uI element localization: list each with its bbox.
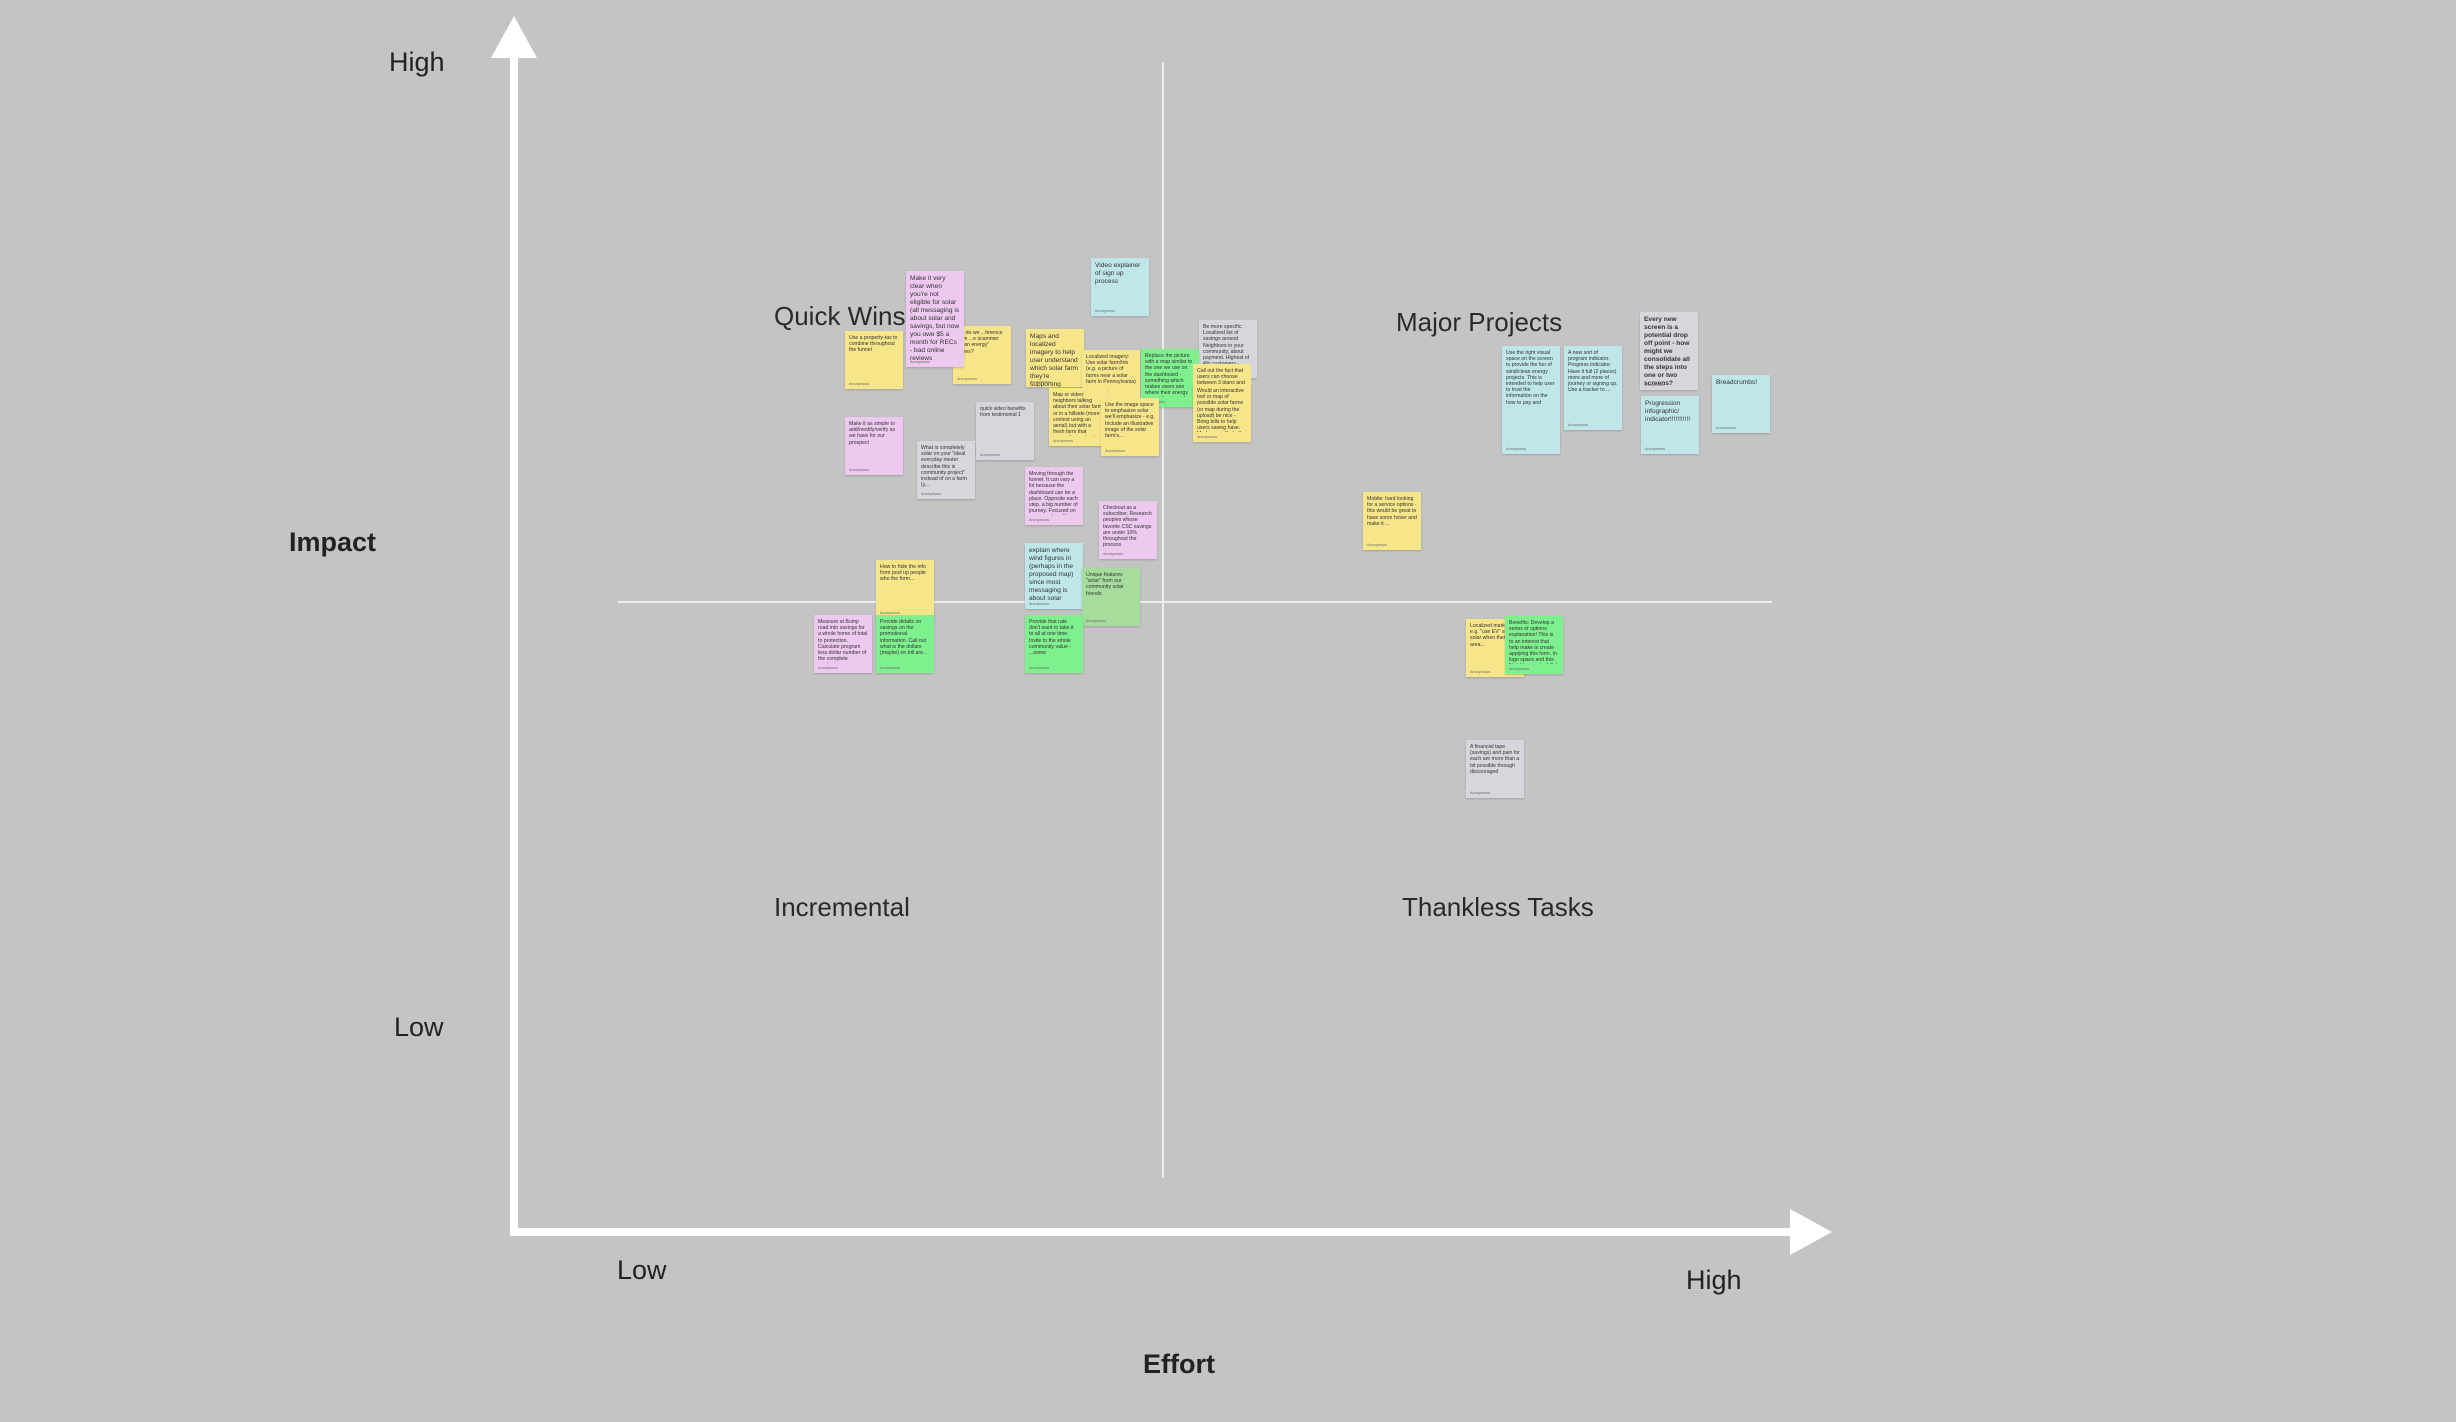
impact-low-label: Low xyxy=(394,1012,444,1042)
sticky-note[interactable]: Every new screen is a potential drop off… xyxy=(1640,312,1698,390)
quadrant-major-projects: Major Projects xyxy=(1396,307,1563,337)
sticky-note[interactable]: Maps and localized imagery to help user … xyxy=(1026,329,1084,387)
sticky-note[interactable]: Provide that rate don't want to take it … xyxy=(1025,615,1083,673)
sticky-note[interactable]: Use the right visual space on the screen… xyxy=(1502,346,1560,454)
sticky-note[interactable]: Benefits: Develop a series of options ex… xyxy=(1505,616,1563,674)
quadrant-quick-wins: Quick Wins xyxy=(774,301,906,331)
effort-low-label: Low xyxy=(617,1255,667,1285)
quadrant-thankless-tasks: Thankless Tasks xyxy=(1402,892,1594,922)
sticky-note[interactable]: Provide details on savings on the promot… xyxy=(876,615,934,673)
effort-axis-arrowhead xyxy=(1790,1209,1832,1255)
impact-axis-title: Impact xyxy=(289,527,377,557)
effort-axis-title: Effort xyxy=(1143,1349,1215,1379)
sticky-note[interactable]: Use a property-tax to combine throughout… xyxy=(845,331,903,389)
sticky-note[interactable]: Unique features "solar" from our communi… xyxy=(1082,568,1140,626)
sticky-note[interactable]: A new sort of program indicator. Progres… xyxy=(1564,346,1622,430)
sticky-note[interactable]: Measure at Bump road into savings for a … xyxy=(814,615,872,673)
sticky-note[interactable]: Call out the fact that users can choose … xyxy=(1193,364,1251,386)
sticky-note[interactable]: Breadcrumbs! Anonymous xyxy=(1712,375,1770,433)
sticky-note[interactable]: What is completely solar on your "ideal … xyxy=(917,441,975,499)
sticky-note[interactable]: Would an interactive tool or map of poss… xyxy=(1193,384,1251,442)
sticky-note[interactable]: Moving through the funnel. It can vary a… xyxy=(1025,467,1083,525)
sticky-note[interactable]: Video explainer of sign up process Anonym… xyxy=(1091,258,1149,316)
sticky-note[interactable]: Checkout as a subscriber. Research peopl… xyxy=(1099,501,1157,559)
sticky-note[interactable]: How to hide the info from pool up people… xyxy=(876,560,934,618)
effort-high-label: High xyxy=(1686,1265,1742,1295)
sticky-note[interactable]: Progression infographic/ indicator!!!!!!… xyxy=(1641,396,1699,454)
impact-high-label: High xyxy=(389,47,445,77)
sticky-note[interactable]: Make it as simple to add/modify/verify a… xyxy=(845,417,903,475)
sticky-note[interactable]: Make it very clear when you're not eligi… xyxy=(906,271,964,367)
sticky-note[interactable]: Replace the picture with a map similar t… xyxy=(1141,349,1199,407)
sticky-note[interactable]: Map or video: neighbors talking about th… xyxy=(1049,388,1107,446)
sticky-note[interactable]: Use the image space to emphasize solar w… xyxy=(1101,398,1159,456)
sticky-note[interactable]: A financial tape (savings) and pain for … xyxy=(1466,740,1524,798)
sticky-note[interactable]: Mobile: hard looking for a service optio… xyxy=(1363,492,1421,550)
impact-axis-arrowhead xyxy=(491,16,537,58)
sticky-note[interactable]: explain where wind figures in (perhaps i… xyxy=(1025,543,1083,609)
quadrant-incremental: Incremental xyxy=(774,892,910,922)
